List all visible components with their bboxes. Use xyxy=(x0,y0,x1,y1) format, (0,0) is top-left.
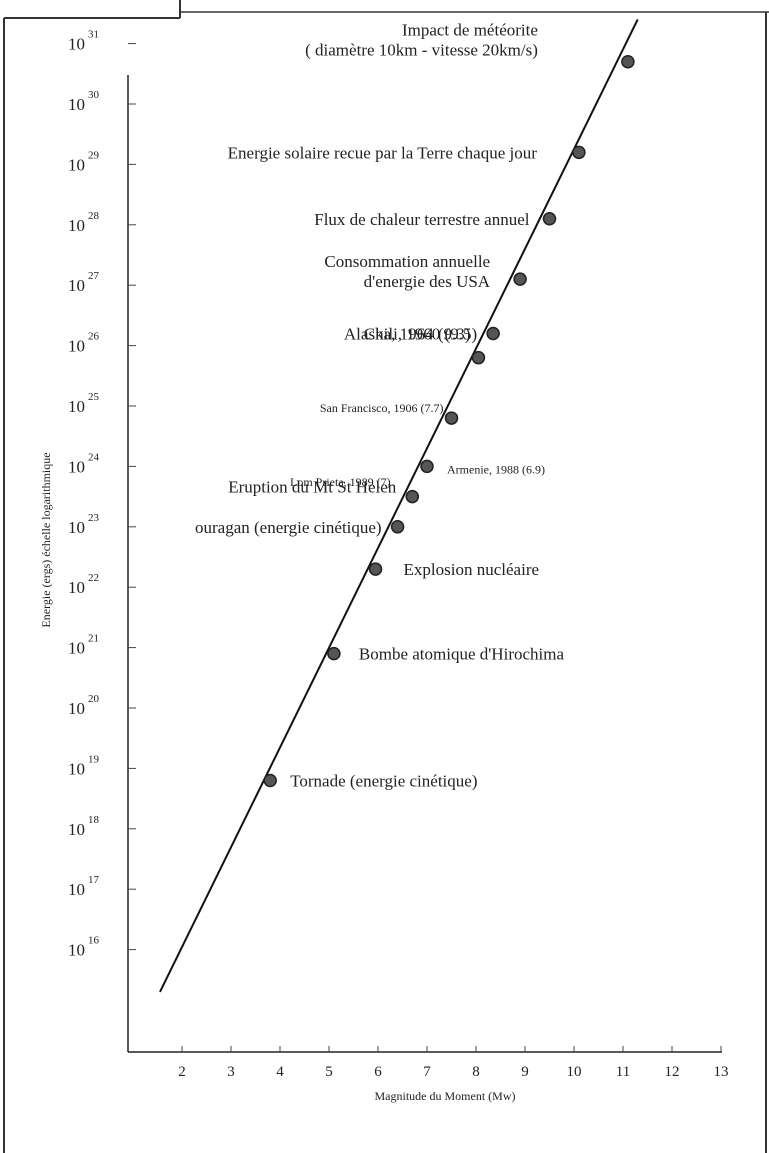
data-label-0: Tornade (energie cinétique) xyxy=(290,771,477,790)
y-tick-label-base-31: 10 xyxy=(68,35,85,54)
data-point-8 xyxy=(486,326,500,341)
y-tick-label-base-23: 10 xyxy=(68,518,85,537)
y-tick-label-base-29: 10 xyxy=(68,155,85,174)
trend-line-group xyxy=(159,18,639,993)
y-tick-label-exponent-18: 18 xyxy=(88,814,100,826)
x-tick-label-9: 9 xyxy=(521,1064,529,1080)
x-tick-label-11: 11 xyxy=(616,1064,630,1080)
data-labels: Tornade (energie cinétique) Bombe atomiqu… xyxy=(195,21,564,791)
data-label-9: Consommation annuelle d'energie des USA xyxy=(324,252,490,291)
data-point-4 xyxy=(405,489,420,504)
y-tick-label-base-19: 10 xyxy=(68,759,85,778)
y-tick-label-exponent-24: 24 xyxy=(88,451,100,463)
y-tick-label-base-17: 10 xyxy=(68,880,85,899)
y-tick-label-exponent-22: 22 xyxy=(88,572,99,584)
y-tick-label-exponent-23: 23 xyxy=(88,512,100,524)
y-tick-label-exponent-20: 20 xyxy=(88,693,100,705)
data-point-2 xyxy=(368,562,383,576)
data-label-1: Bombe atomique d'Hirochima xyxy=(359,645,565,664)
y-tick-label-exponent-26: 26 xyxy=(88,331,100,343)
y-axis-title: Energie (ergs) échelle logarithmique xyxy=(39,452,53,627)
y-tick-label-base-30: 10 xyxy=(68,95,85,114)
trend-line xyxy=(159,18,639,993)
data-label-2: Explosion nucléaire xyxy=(404,560,540,579)
x-tick-label-12: 12 xyxy=(665,1064,680,1080)
data-label-11: Energie solaire recue par la Terre chaqu… xyxy=(228,143,538,162)
y-tick-label-exponent-27: 27 xyxy=(88,270,100,282)
y-tick-label-base-20: 10 xyxy=(68,699,85,718)
y-tick-label-base-21: 10 xyxy=(68,639,85,658)
data-point-0 xyxy=(263,773,277,788)
y-tick-label-exponent-17: 17 xyxy=(88,874,100,886)
y-tick-label-exponent-28: 28 xyxy=(88,210,100,222)
y-tick-label-base-18: 10 xyxy=(68,820,85,839)
data-label-10: Flux de chaleur terrestre annuel xyxy=(314,210,530,229)
y-tick-label-exponent-19: 19 xyxy=(88,753,100,765)
annotation-lom-prieta: Lom Prieta, 1989 (7) xyxy=(290,475,391,489)
y-tick-label-exponent-30: 30 xyxy=(88,89,100,101)
x-tick-label-13: 13 xyxy=(714,1064,729,1080)
data-label-5: Armenie, 1988 (6.9) xyxy=(447,462,545,476)
data-label-8: Chili, 1960 (9.5) xyxy=(364,325,477,344)
data-point-3 xyxy=(390,520,405,534)
y-tick-label-exponent-31: 31 xyxy=(88,29,99,41)
data-label-3: ouragan (energie cinétique) xyxy=(195,518,382,537)
y-tick-label-exponent-21: 21 xyxy=(88,633,99,645)
x-tick-label-4: 4 xyxy=(276,1064,284,1080)
x-tick-label-2: 2 xyxy=(178,1064,186,1080)
y-tick-label-base-28: 10 xyxy=(68,216,85,235)
x-tick-label-5: 5 xyxy=(325,1064,333,1080)
x-axis-ticks: 2 3 4 5 6 7 8 9 10 11 12 13 xyxy=(178,1046,729,1080)
x-tick-label-10: 10 xyxy=(567,1064,582,1080)
x-tick-label-3: 3 xyxy=(227,1064,235,1080)
y-tick-label-base-27: 10 xyxy=(68,276,85,295)
data-label-7: Alaska, 1964 (9.3) xyxy=(344,325,471,344)
y-tick-label-exponent-16: 16 xyxy=(88,935,100,947)
data-label-4: Eruption du Mt St Helen xyxy=(228,478,397,497)
y-tick-label-base-22: 10 xyxy=(68,578,85,597)
data-point-10 xyxy=(542,212,557,226)
x-tick-label-8: 8 xyxy=(472,1064,480,1080)
data-point-6 xyxy=(444,411,459,425)
data-point-12 xyxy=(621,54,635,69)
data-points xyxy=(263,54,635,788)
data-label-6: San Francisco, 1906 (7.7) xyxy=(320,401,444,415)
x-tick-label-6: 6 xyxy=(374,1064,382,1080)
y-tick-label-exponent-29: 29 xyxy=(88,149,100,161)
y-tick-label-exponent-25: 25 xyxy=(88,391,100,403)
y-tick-label-base-25: 10 xyxy=(68,397,85,416)
data-point-5 xyxy=(420,459,434,474)
x-axis-title: Magnitude du Moment (Mw) xyxy=(375,1089,516,1103)
data-point-1 xyxy=(327,646,341,661)
data-label-12: Impact de météorite( diamètre 10km - vit… xyxy=(305,21,538,60)
y-tick-label-base-24: 10 xyxy=(68,457,85,476)
y-tick-label-base-26: 10 xyxy=(68,337,85,356)
x-tick-label-7: 7 xyxy=(423,1064,431,1080)
data-point-7 xyxy=(471,350,486,365)
y-tick-label-base-16: 10 xyxy=(68,941,85,960)
data-point-9 xyxy=(513,272,527,286)
data-point-11 xyxy=(572,145,586,160)
